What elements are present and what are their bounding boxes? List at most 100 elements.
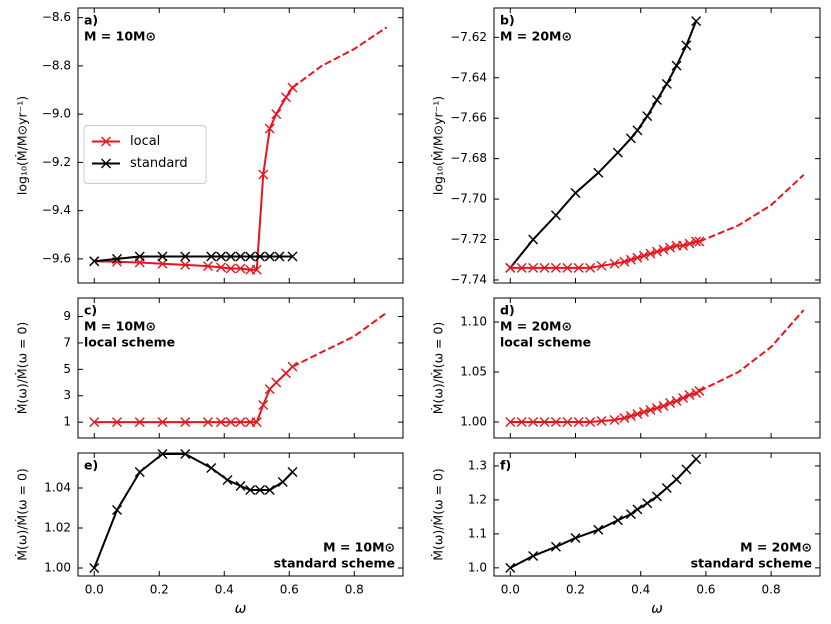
marker [264, 123, 275, 134]
marker [528, 417, 539, 427]
panel: 1.00 1.05 1.10 Ṁ(ω)/Ṁ(ω = 0) d)M = 20M⊙local… [431, 297, 821, 439]
y-axis-label: Ṁ(ω)/Ṁ(ω = 0) [15, 322, 30, 415]
x-tick-label: 0.4 [215, 583, 234, 597]
marker [539, 262, 550, 273]
marker [593, 167, 604, 178]
y-axis-label: log₁₀(Ṁ/M⊙yr⁻¹) [431, 96, 446, 195]
marker [550, 210, 561, 221]
annotation: c) [84, 303, 97, 318]
marker [134, 467, 145, 477]
marker [235, 417, 246, 428]
y-tick-label: 3 [63, 388, 71, 402]
y-axis-label: log₁₀(Ṁ/M⊙yr⁻¹) [15, 96, 30, 195]
marker [235, 481, 246, 491]
marker [277, 477, 288, 487]
marker [573, 417, 584, 427]
marker [528, 262, 539, 273]
marker [222, 475, 233, 485]
marker [625, 133, 636, 144]
marker [671, 474, 682, 485]
y-tick-label: 1.02 [44, 521, 71, 535]
y-tick-label: −9.2 [42, 155, 71, 169]
marker [642, 498, 653, 509]
marker [255, 251, 265, 262]
plot-frame [493, 297, 821, 439]
y-tick-label: −7.74 [450, 272, 487, 286]
marker [609, 258, 620, 269]
series-line [698, 174, 805, 243]
marker [661, 78, 672, 89]
marker [203, 261, 213, 272]
marker [271, 109, 282, 120]
marker [625, 509, 636, 520]
y-tick-label: −7.70 [450, 192, 487, 206]
marker [245, 485, 256, 495]
series-line [93, 453, 294, 569]
marker [235, 251, 246, 262]
annotation: standard scheme [691, 556, 812, 571]
y-tick-label: −8.8 [42, 58, 71, 72]
annotation: b) [500, 13, 515, 28]
plot-frame [493, 452, 821, 577]
x-tick-label: 0.8 [762, 583, 781, 597]
marker [134, 251, 145, 262]
marker [203, 417, 213, 428]
marker [112, 253, 122, 264]
marker [216, 251, 226, 262]
marker [596, 416, 607, 426]
marker [645, 405, 656, 415]
y-tick-label: −7.72 [450, 232, 487, 246]
annotation: local scheme [500, 335, 591, 350]
marker [593, 524, 604, 535]
marker [251, 417, 262, 428]
y-tick-label: 1.0 [468, 560, 487, 574]
x-tick-label: 0.6 [696, 583, 715, 597]
marker [528, 234, 539, 245]
y-tick-label: 1.00 [44, 561, 71, 575]
x-tick-label: 0.6 [280, 583, 299, 597]
x-tick-label: 0.2 [566, 583, 585, 597]
marker [245, 251, 256, 262]
y-tick-label: 1.05 [460, 365, 487, 379]
marker [550, 262, 561, 273]
marker [206, 463, 217, 473]
marker [619, 256, 630, 267]
series-line [94, 87, 294, 271]
y-tick-label: −9.6 [42, 251, 71, 265]
marker [157, 417, 168, 428]
marker [505, 262, 516, 273]
marker [652, 491, 662, 502]
marker [180, 251, 191, 262]
legend-marker [101, 158, 111, 169]
plot-frame [77, 297, 404, 439]
marker [694, 236, 705, 247]
marker [112, 417, 122, 428]
marker [258, 169, 269, 180]
marker [562, 417, 573, 427]
y-tick-label: 1.3 [468, 458, 487, 472]
marker [638, 250, 649, 261]
marker [550, 417, 561, 427]
marker [206, 251, 217, 262]
annotation: local scheme [84, 335, 175, 350]
y-tick-label: 1 [63, 415, 71, 429]
marker [609, 415, 620, 425]
marker [157, 258, 168, 269]
marker [645, 248, 656, 259]
annotation: M = 20M⊙ [500, 319, 572, 334]
marker [216, 262, 226, 273]
marker [235, 263, 246, 274]
y-tick-label: −8.6 [42, 10, 71, 24]
marker [632, 252, 643, 263]
legend-marker [101, 136, 111, 147]
marker [225, 417, 236, 428]
series-line [292, 311, 388, 368]
marker [134, 417, 145, 428]
marker [264, 251, 275, 262]
marker [505, 417, 516, 427]
panel: 1 3 5 7 9 Ṁ(ω)/Ṁ(ω = 0) c)M = 10M⊙local scheme [15, 297, 404, 439]
marker [287, 467, 298, 477]
panel: 0.0 0.2 0.4 0.6 0.8 1.0 1.1 1.2 1.3 Ṁ(ω)/Ṁ(ω = 0)… [431, 452, 821, 617]
marker [684, 238, 695, 249]
marker [112, 505, 122, 515]
